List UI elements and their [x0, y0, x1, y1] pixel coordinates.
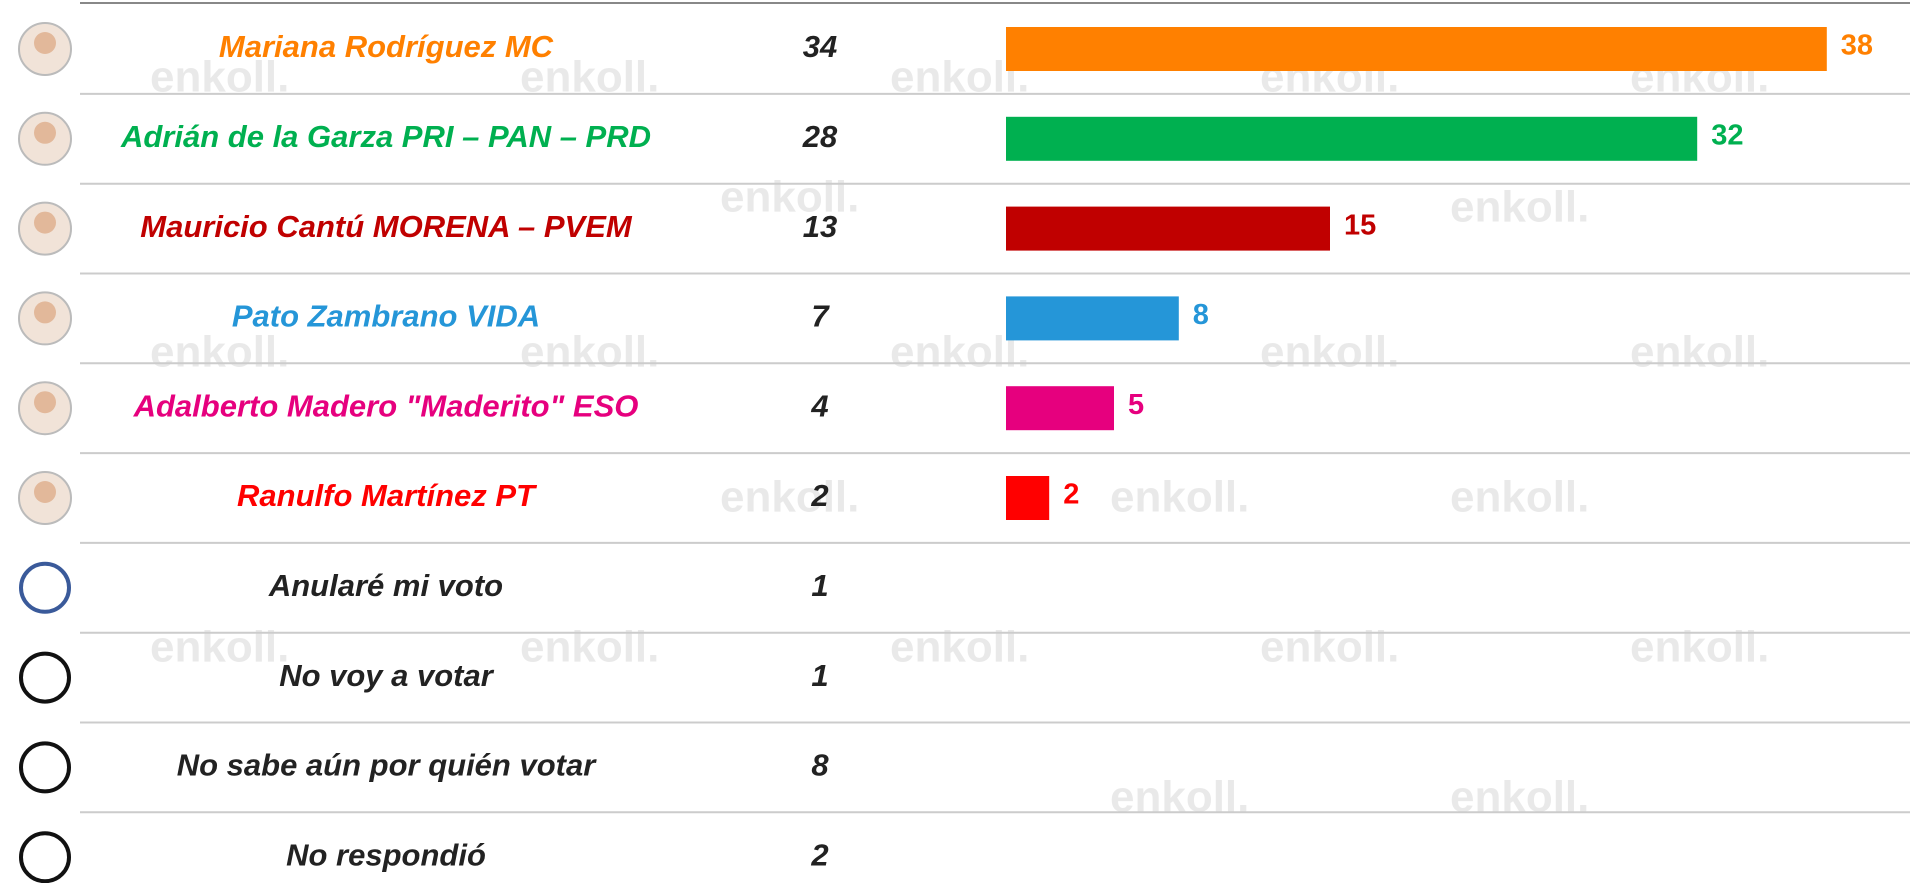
- row-label: Ranulfo Martínez PT: [237, 478, 538, 513]
- watermark: enkoll.: [1450, 773, 1589, 822]
- watermark: enkoll.: [720, 473, 859, 522]
- watermark: enkoll.: [1450, 473, 1589, 522]
- watermark: enkoll.: [1450, 183, 1589, 232]
- previous-value: 28: [802, 119, 838, 154]
- bar: [1006, 27, 1827, 71]
- candidate-face: [34, 32, 56, 54]
- option-icon: [19, 651, 71, 704]
- value-label: 38: [1841, 30, 1873, 62]
- watermark: enkoll.: [1630, 623, 1769, 672]
- watermark: enkoll.: [1110, 773, 1249, 822]
- value-label: 32: [1711, 119, 1743, 151]
- row-label: No sabe aún por quién votar: [177, 748, 597, 783]
- option-icon: [19, 561, 71, 614]
- option-icon: [19, 831, 71, 884]
- watermark: enkoll.: [150, 328, 289, 377]
- previous-value: 1: [811, 568, 828, 603]
- bar: [1006, 296, 1179, 341]
- watermark: enkoll.: [520, 623, 659, 672]
- candidate-face: [34, 301, 56, 324]
- previous-value: 8: [811, 748, 829, 783]
- previous-value: 4: [810, 388, 828, 423]
- row-label: Adalberto Madero "Maderito" ESO: [133, 388, 639, 423]
- watermark: enkoll.: [1630, 328, 1769, 377]
- previous-value: 13: [803, 209, 837, 244]
- row-label: Mariana Rodríguez MC: [219, 29, 554, 64]
- value-label: 15: [1344, 209, 1376, 241]
- row-label: No voy a votar: [279, 658, 495, 693]
- row-label: Anularé mi voto: [268, 568, 503, 603]
- watermark: enkoll.: [1260, 623, 1399, 672]
- value-label: 8: [1193, 299, 1209, 331]
- option-icon: [19, 741, 71, 794]
- candidate-face: [34, 391, 56, 414]
- watermark: enkoll.: [1260, 328, 1399, 377]
- previous-value: 34: [803, 29, 837, 64]
- row-label: Adrián de la Garza PRI – PAN – PRD: [120, 119, 651, 154]
- bar: [1006, 206, 1330, 251]
- bar: [1006, 386, 1114, 431]
- previous-value: 2: [810, 478, 828, 513]
- bar: [1006, 476, 1050, 520]
- watermark: enkoll.: [890, 623, 1029, 672]
- row-label: No respondió: [286, 837, 486, 872]
- value-label: 5: [1128, 389, 1144, 421]
- value-label: 2: [1063, 479, 1079, 511]
- bar: [1006, 116, 1698, 161]
- watermark: enkoll.: [1110, 473, 1249, 522]
- row-label: Pato Zambrano VIDA: [232, 299, 540, 334]
- previous-value: 2: [810, 837, 828, 872]
- watermark: enkoll.: [520, 328, 659, 377]
- candidate-face: [34, 211, 56, 234]
- previous-value: 1: [811, 658, 828, 693]
- watermark: enkoll.: [150, 623, 289, 672]
- watermark: enkoll.: [720, 173, 859, 222]
- candidate-face: [34, 481, 56, 503]
- previous-value: 7: [811, 299, 830, 334]
- candidate-face: [34, 121, 56, 144]
- row-label: Mauricio Cantú MORENA – PVEM: [140, 209, 633, 244]
